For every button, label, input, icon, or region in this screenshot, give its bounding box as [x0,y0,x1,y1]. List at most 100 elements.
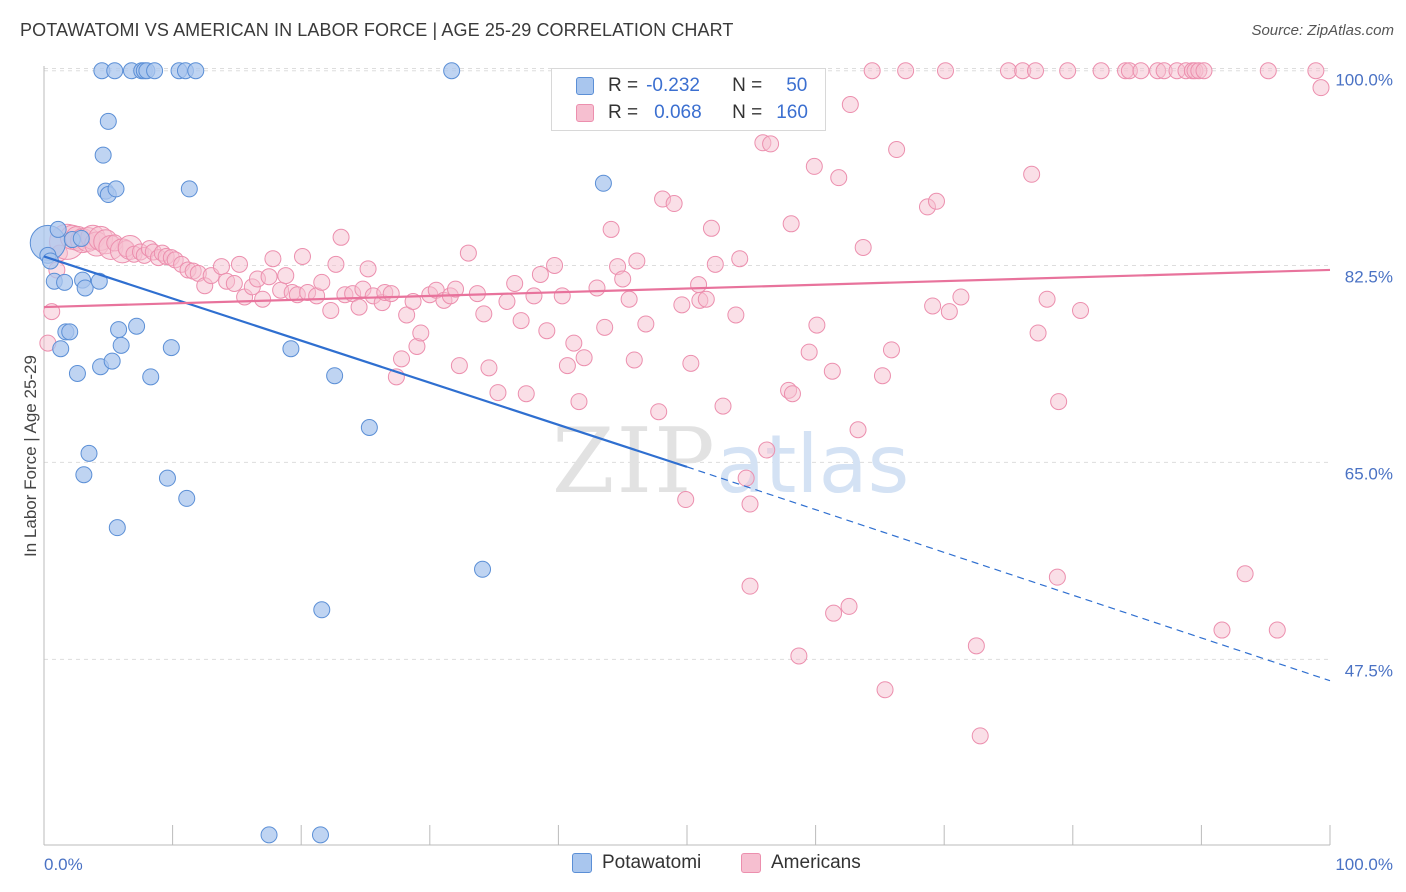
legend-n-value: 160 [776,102,808,123]
potawatomi-point [112,336,130,354]
americans-point [849,421,867,439]
americans-point [758,441,776,459]
americans-point [277,267,295,285]
americans-point [677,491,695,509]
americans-point [625,351,643,369]
americans-point [650,403,668,421]
americans-point [565,334,583,352]
legend-n-value: 50 [786,75,808,96]
americans-point [1048,568,1066,586]
americans-point [602,220,620,238]
americans-point [489,384,507,402]
americans-point [882,341,900,359]
potawatomi-point [108,519,126,537]
americans-point [322,301,340,319]
americans-point [628,252,646,270]
y-axis-label: In Labor Force | Age 25-29 [21,355,40,557]
americans-point [690,276,708,294]
y-tick-label: 47.5% [1345,661,1393,680]
potawatomi-point [474,560,492,578]
legend-r-label: R = [608,75,639,96]
americans-point [517,385,535,403]
legend-row-americans: R = 0.068 N = 160 [576,100,808,126]
americans-point [967,637,985,655]
americans-point [1213,621,1231,639]
americans-point [264,250,282,268]
source-label: Source: ZipAtlas.com [1251,22,1394,39]
swatch-americans [741,853,761,873]
americans-point [393,350,411,368]
data-points [29,62,1330,844]
legend-label-potawatomi: Potawatomi [602,852,702,873]
americans-point [212,258,230,276]
americans-point [1259,62,1277,80]
americans-point [897,62,915,80]
potawatomi-point [326,367,344,385]
legend-r-value: -0.232 [646,75,700,96]
americans-point [480,359,498,377]
americans-point [588,279,606,297]
potawatomi-point [106,62,124,80]
potawatomi-point [110,321,128,339]
potawatomi-point [49,220,67,238]
americans-point [825,604,843,622]
x-tick-label: 100.0% [1335,855,1393,874]
potawatomi-point [56,273,74,291]
americans-point [498,292,516,310]
legend-item-americans[interactable]: Americans [741,852,861,874]
americans-point [924,297,942,315]
americans-point [359,260,377,278]
americans-point [459,244,477,262]
americans-point [506,274,524,292]
potawatomi-point [75,466,93,484]
americans-point [637,315,655,333]
legend-n-label: N = [732,102,763,123]
americans-point [682,354,700,372]
americans-point [1027,62,1045,80]
legend-swatch-pink [576,104,594,122]
americans-point [808,316,826,334]
x-tick-label: 0.0% [44,855,83,874]
americans-point [558,357,576,375]
legend-row-potawatomi: R = -0.232 N = 50 [576,73,807,99]
potawatomi-point [72,229,90,247]
americans-point [1050,393,1068,411]
americans-point [927,192,945,210]
americans-point [327,255,345,273]
americans-point [665,195,683,213]
americans-point [697,290,715,308]
watermark: ZIP atlas [552,409,909,514]
potawatomi-point [260,826,278,844]
americans-point [888,141,906,159]
americans-point [706,255,724,273]
americans-point [546,256,564,274]
americans-point [840,597,858,615]
americans-point [1312,79,1330,97]
legend-n-label: N = [732,75,763,96]
potawatomi-point [76,279,94,297]
americans-point [702,219,720,237]
americans-point [741,577,759,595]
americans-point [737,469,755,487]
potawatomi-point [103,352,121,370]
correlation-legend: R = -0.232 N = 50 R = 0.068 N = 160 [551,68,826,131]
americans-point [525,287,543,305]
potawatomi-point [311,826,329,844]
legend-item-potawatomi[interactable]: Potawatomi [572,852,701,874]
americans-point [575,349,593,367]
potawatomi-point [360,418,378,436]
potawatomi-point [142,368,160,386]
americans-trend-line [43,268,1331,309]
americans-point [531,265,549,283]
axes [43,66,1331,846]
americans-point [854,238,872,256]
americans-point [830,169,848,187]
americans-point [614,270,632,288]
americans-point [782,215,800,233]
americans-point [1038,290,1056,308]
watermark-atlas: atlas [716,418,909,511]
potawatomi-point [180,180,198,198]
potawatomi-point [443,62,461,80]
americans-point [731,250,749,268]
potawatomi-point [107,180,125,198]
